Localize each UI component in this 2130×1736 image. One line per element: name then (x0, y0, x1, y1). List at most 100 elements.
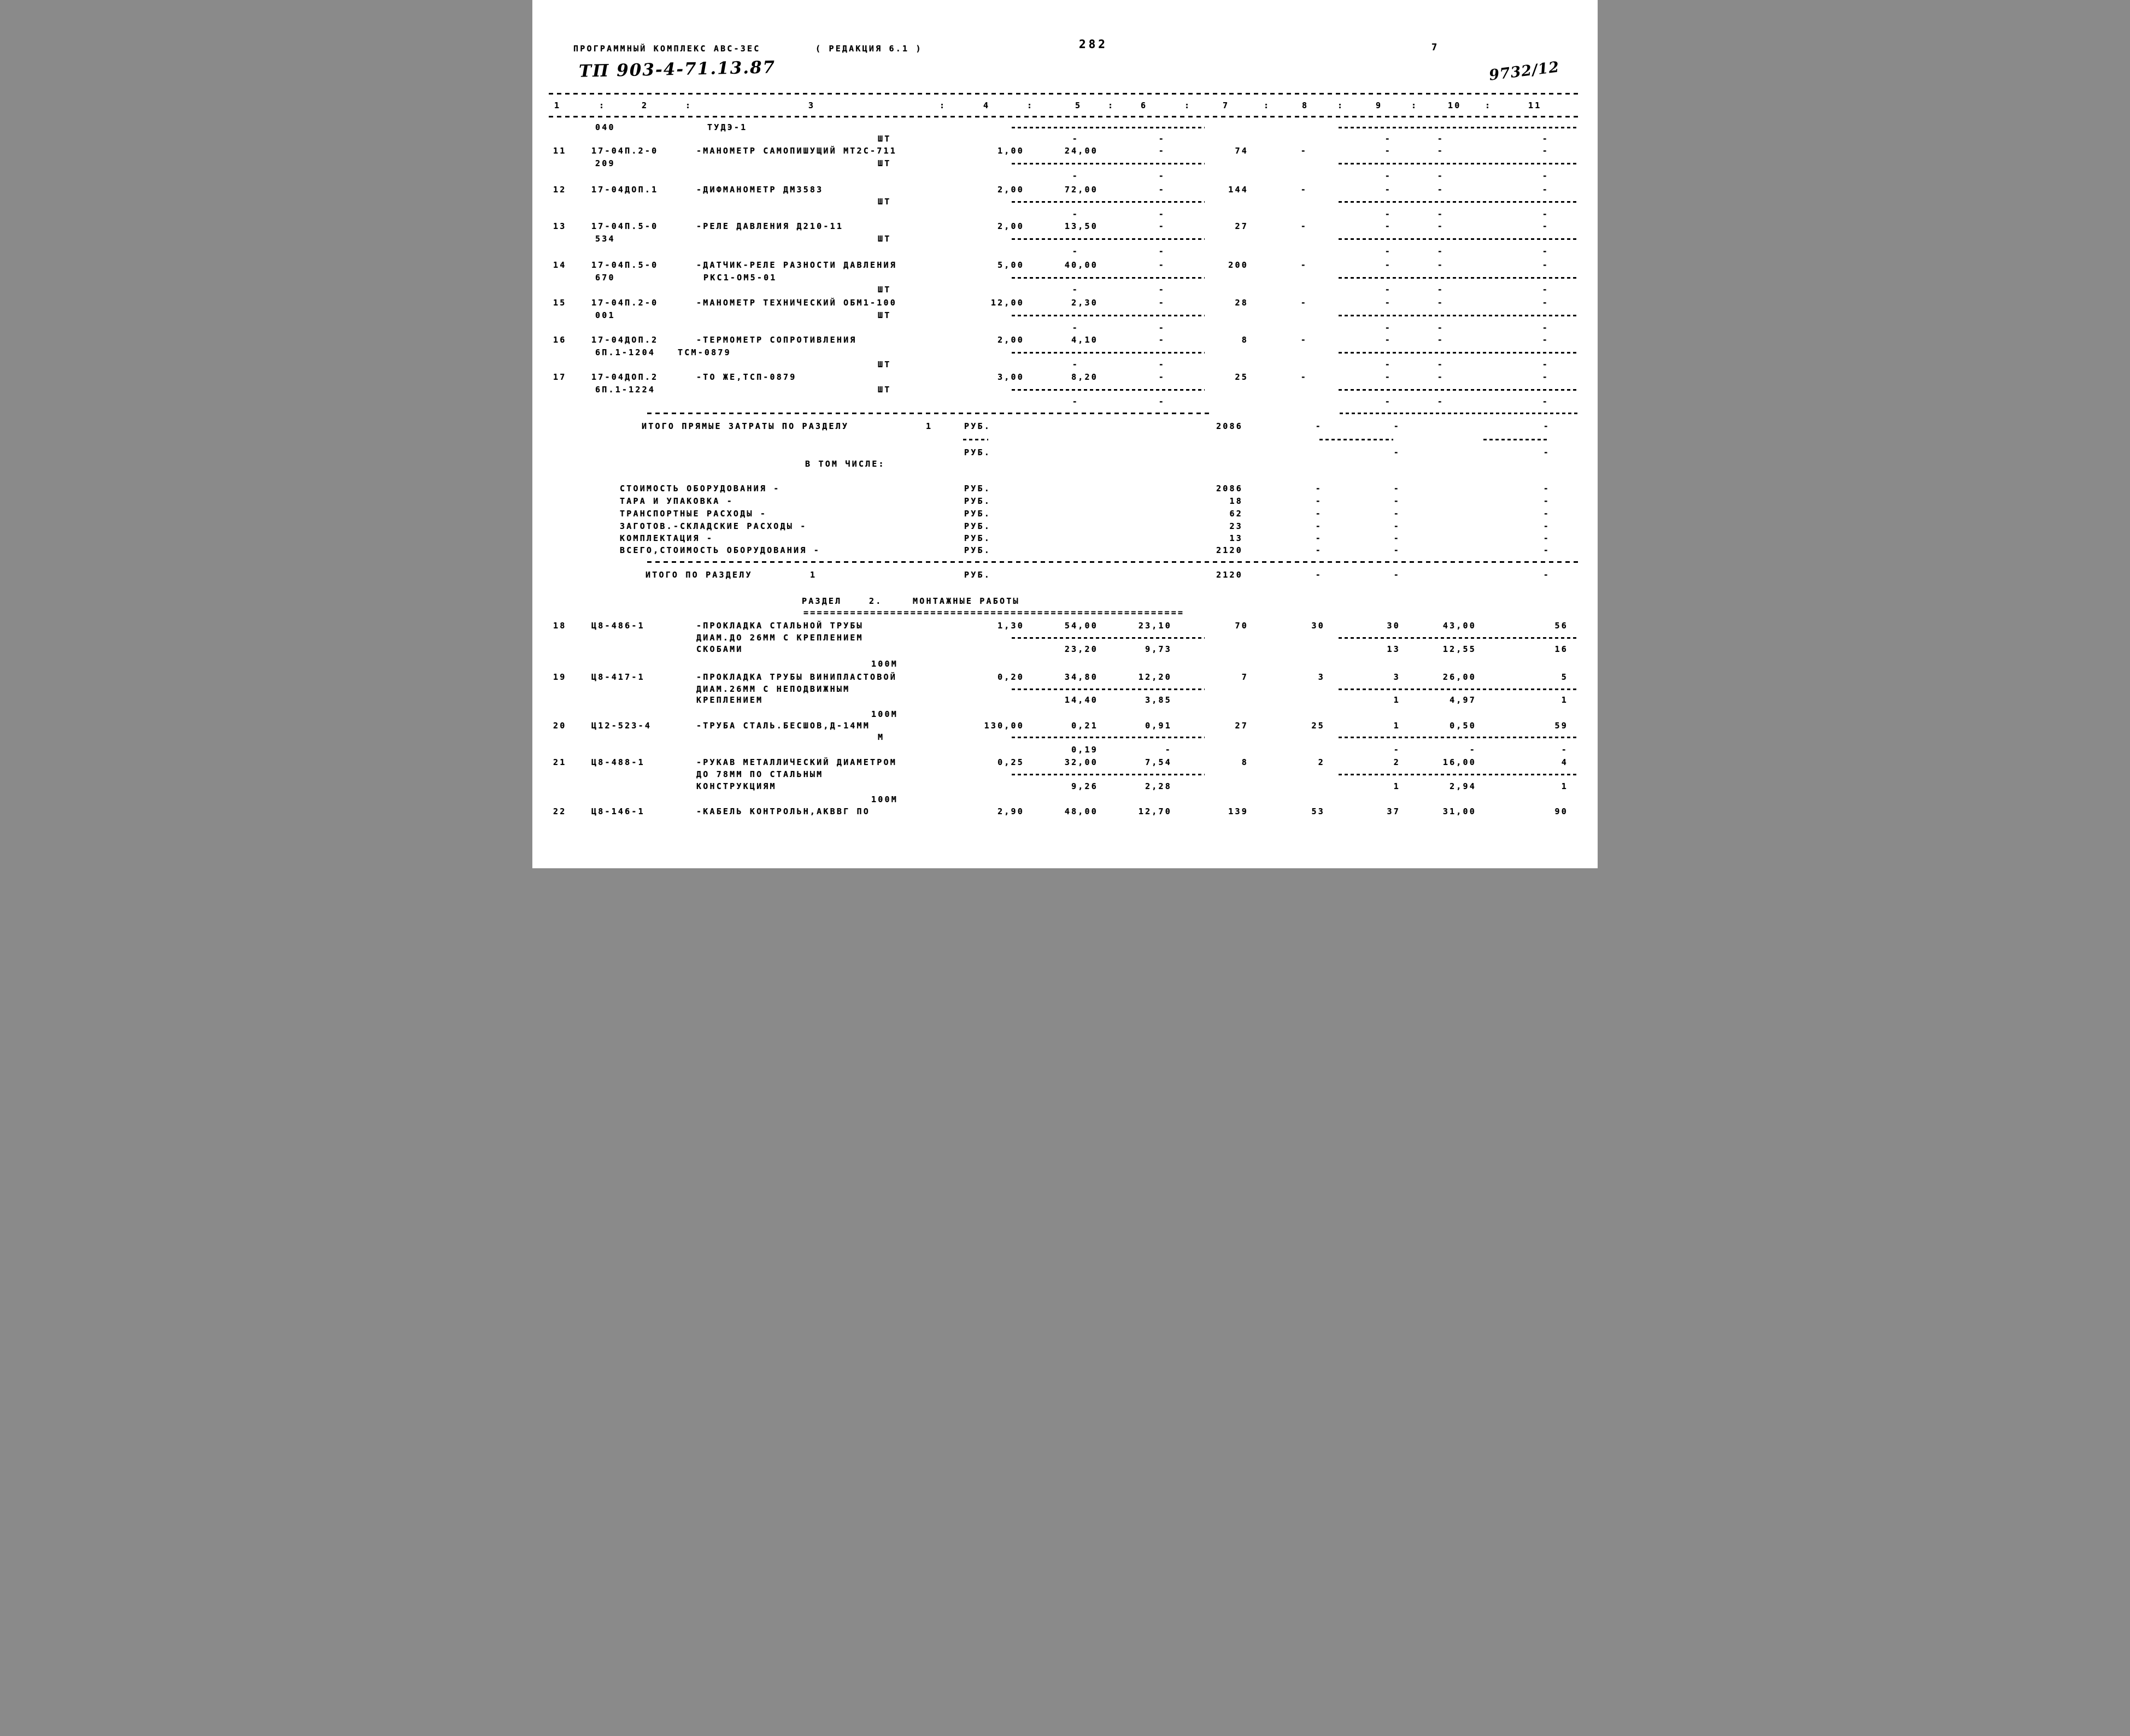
dash-c9: - (1384, 246, 1392, 256)
dash-c6: - (1158, 134, 1165, 144)
price-cell: 2,30 (1071, 298, 1098, 308)
breakdown-value: 23 (1229, 521, 1243, 531)
price-cell: 72,00 (1064, 185, 1098, 195)
value-c5: 54,00 (1064, 621, 1098, 631)
item-no: 15 (553, 298, 567, 308)
unit-cell: ШТ (878, 158, 891, 168)
sep-5-6 (1012, 352, 1205, 354)
scanned-estimate-page: ПРОГРАММНЫЙ КОМПЛЕКС АВС-3ЕС ( РЕДАКЦИЯ 6… (532, 0, 1598, 868)
program-title: ПРОГРАММНЫЙ КОМПЛЕКС АВС-3ЕС (573, 44, 761, 54)
value2-c11: 16 (1554, 644, 1568, 654)
dash-c8: - (1315, 509, 1322, 519)
section-no: 1 (810, 570, 817, 580)
dash-c11: - (1542, 134, 1549, 144)
unit-cell: ШТ (878, 360, 891, 369)
dash-c9: - (1384, 323, 1392, 333)
dash-c9: - (1384, 397, 1392, 407)
sheet-number: 7 (1431, 42, 1439, 53)
sep-9-11 (1339, 315, 1579, 316)
item-code: 17-04П.5-0 (591, 221, 659, 231)
item-code2: 6П.1-1204 (595, 348, 656, 357)
item-name2: ТСМ-0879 (678, 348, 731, 357)
item-code: Ц12-523-4 (591, 721, 652, 731)
value-c10: 43,00 (1442, 621, 1476, 631)
unit-cell: ШТ (878, 197, 891, 207)
total-cell: 200 (1228, 260, 1248, 270)
total-cell: 8 (1241, 335, 1248, 345)
value-c9: 2 (1393, 757, 1400, 767)
dash-c5: - (1072, 323, 1079, 333)
item-name-line3: СКОБАМИ (696, 644, 743, 654)
breakdown-label: ТАРА И УПАКОВКА - (620, 496, 734, 506)
dash-c9: - (1384, 171, 1392, 181)
column-separator: : (685, 101, 693, 110)
sep-9-11 (1339, 277, 1579, 279)
item-no: 16 (553, 335, 567, 345)
value2-c6: - (1165, 745, 1172, 755)
item-name-line2: ДО 78ММ ПО СТАЛЬНЫМ (696, 769, 824, 779)
currency-label: РУБ. (964, 421, 991, 431)
column-separator: : (1337, 101, 1345, 110)
section1-sep-right (1340, 413, 1579, 414)
item-name: -МАНОМЕТР ТЕХНИЧЕСКИЙ ОБМ1-100 (696, 298, 897, 308)
dash-c11: - (1543, 521, 1550, 531)
dash-c10: - (1437, 260, 1444, 270)
sep-9 (1319, 439, 1393, 440)
value-c5: 48,00 (1064, 807, 1098, 816)
dash-c10: - (1437, 171, 1444, 181)
item-name: -ТО ЖЕ,ТСП-0879 (696, 372, 797, 382)
item-name: -ТРУБА СТАЛЬ.БЕСШОВ,Д-14ММ (696, 721, 870, 731)
item-code2: 001 (595, 310, 615, 320)
dash-c5: - (1072, 171, 1079, 181)
qty-cell: 2,00 (997, 221, 1024, 231)
value2-c10: 4,97 (1450, 695, 1476, 705)
value-c7: 7 (1241, 672, 1248, 682)
column-number-3: 3 (808, 101, 815, 110)
currency-label: РУБ. (964, 570, 991, 580)
item-no: 14 (553, 260, 567, 270)
total-cell: 27 (1235, 221, 1248, 231)
dash-c6: - (1158, 146, 1165, 156)
breakdown-label: СТОИМОСТЬ ОБОРУДОВАНИЯ - (620, 484, 781, 493)
dash-c10: - (1437, 360, 1444, 369)
section-no: 1 (926, 421, 933, 431)
dash-c10: - (1437, 298, 1444, 308)
unit-cell: ШТ (878, 234, 891, 244)
total-cell: 74 (1235, 146, 1248, 156)
dash-c6: - (1158, 372, 1165, 382)
column-separator: : (599, 101, 606, 110)
value-c7: 8 (1241, 757, 1248, 767)
sep-5-6 (1012, 201, 1205, 203)
item-name: -ДИФМАНОМЕТР ДМ3583 (696, 185, 824, 195)
dash-c8: - (1300, 221, 1307, 231)
qty-cell: 0,25 (997, 757, 1024, 767)
dash-c10: - (1437, 146, 1444, 156)
dash-c8: - (1300, 185, 1307, 195)
value-c10: 31,00 (1442, 807, 1476, 816)
item-name: -ТЕРМОМЕТР СОПРОТИВЛЕНИЯ (696, 335, 857, 345)
direct-total-label: ИТОГО ПРЯМЫЕ ЗАТРАТЫ ПО РАЗДЕЛУ (642, 421, 849, 431)
dash-c9: - (1393, 533, 1400, 543)
breakdown-value: 13 (1229, 533, 1243, 543)
dash-c9: - (1384, 260, 1392, 270)
sep-5-6 (1012, 163, 1205, 164)
item-name-line3: КРЕПЛЕНИЕМ (696, 695, 764, 705)
breakdown-label: ТРАНСПОРТНЫЕ РАСХОДЫ - (620, 509, 767, 519)
value-c8: 25 (1311, 721, 1325, 731)
item-no: 22 (553, 807, 567, 816)
dash-c11: - (1542, 260, 1549, 270)
dash-c6: - (1158, 360, 1165, 369)
dash-c11: - (1542, 185, 1549, 195)
price-cell: 13,50 (1064, 221, 1098, 231)
including-label: В ТОМ ЧИСЛЕ: (805, 459, 885, 469)
column-separator: : (1184, 101, 1192, 110)
currency-label: РУБ. (964, 484, 991, 493)
value-c9: 37 (1387, 807, 1400, 816)
item-code2: 6П.1-1224 (595, 385, 656, 395)
dash-c9: - (1384, 335, 1392, 345)
value-c9: 3 (1393, 672, 1400, 682)
double-rule: ========================================… (803, 608, 1185, 617)
sep-5-6 (1012, 315, 1205, 316)
breakdown-value: 2086 (1216, 484, 1243, 493)
dash-c11: - (1542, 246, 1549, 256)
